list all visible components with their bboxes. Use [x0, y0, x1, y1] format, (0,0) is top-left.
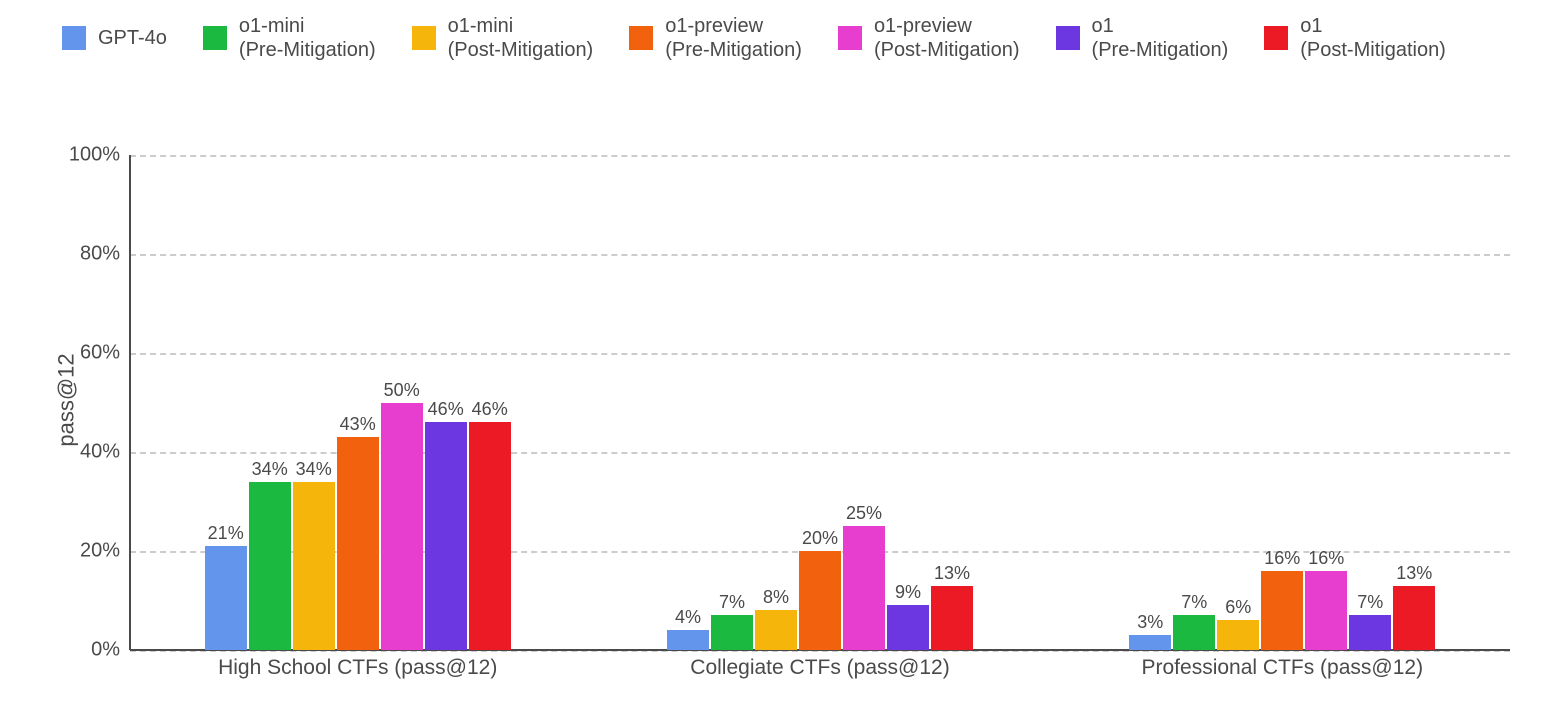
- legend-item-GPT-4o: GPT-4o: [62, 14, 167, 62]
- legend-item-o1-post: o1 (Post-Mitigation): [1264, 14, 1446, 62]
- legend-item-o1-mini-pre: o1-mini (Pre-Mitigation): [203, 14, 376, 62]
- bar-label: 8%: [763, 587, 789, 608]
- legend-label: o1-preview (Post-Mitigation): [874, 14, 1020, 62]
- bar-o1-pre: 7%: [1349, 615, 1391, 650]
- bar-label: 7%: [1357, 592, 1383, 613]
- bar-label: 34%: [296, 459, 332, 480]
- bar-label: 16%: [1264, 548, 1300, 569]
- legend-item-o1-preview-pre: o1-preview (Pre-Mitigation): [629, 14, 802, 62]
- bar-o1-preview-pre: 43%: [337, 437, 379, 650]
- bar-o1-preview-pre: 20%: [799, 551, 841, 650]
- legend: GPT-4o o1-mini (Pre-Mitigation) o1-mini (P…: [62, 14, 1482, 68]
- bar-o1-preview-post: 25%: [843, 526, 885, 650]
- bar-GPT-4o: 3%: [1129, 635, 1171, 650]
- legend-label: o1 (Post-Mitigation): [1300, 14, 1446, 62]
- bar-label: 6%: [1225, 597, 1251, 618]
- bar-o1-post: 13%: [1393, 586, 1435, 650]
- y-tick-label: 40%: [80, 441, 120, 464]
- legend-label: o1-mini (Pre-Mitigation): [239, 14, 376, 62]
- bar-label: 13%: [1396, 563, 1432, 584]
- bar-label: 4%: [675, 607, 701, 628]
- bar-label: 46%: [472, 399, 508, 420]
- bar-label: 7%: [719, 592, 745, 613]
- bar-o1-preview-post: 16%: [1305, 571, 1347, 650]
- bar-o1-mini-post: 34%: [293, 482, 335, 650]
- grid-line: [130, 254, 1510, 256]
- plot-area: 0%20%40%60%80%100%High School CTFs (pass…: [130, 155, 1510, 650]
- bar-o1-mini-pre: 7%: [1173, 615, 1215, 650]
- legend-swatch: [62, 26, 86, 50]
- x-tick-label: High School CTFs (pass@12): [218, 656, 497, 680]
- bar-o1-mini-post: 6%: [1217, 620, 1259, 650]
- bar-o1-mini-post: 8%: [755, 610, 797, 650]
- bar-label: 13%: [934, 563, 970, 584]
- bar-o1-post: 13%: [931, 586, 973, 650]
- bar-label: 3%: [1137, 612, 1163, 633]
- legend-label: o1-preview (Pre-Mitigation): [665, 14, 802, 62]
- bar-label: 34%: [252, 459, 288, 480]
- bar-GPT-4o: 4%: [667, 630, 709, 650]
- y-axis-line: [129, 155, 131, 650]
- bar-o1-mini-pre: 34%: [249, 482, 291, 650]
- grid-line: [130, 353, 1510, 355]
- bar-label: 16%: [1308, 548, 1344, 569]
- bar-o1-mini-pre: 7%: [711, 615, 753, 650]
- bar-o1-preview-post: 50%: [381, 403, 423, 651]
- legend-swatch: [1264, 26, 1288, 50]
- legend-swatch: [838, 26, 862, 50]
- bar-label: 43%: [340, 414, 376, 435]
- y-tick-label: 60%: [80, 342, 120, 365]
- y-axis-label: pass@12: [54, 353, 80, 446]
- y-tick-label: 20%: [80, 540, 120, 563]
- legend-swatch: [412, 26, 436, 50]
- bar-label: 25%: [846, 503, 882, 524]
- legend-label: GPT-4o: [98, 26, 167, 50]
- bar-o1-post: 46%: [469, 422, 511, 650]
- legend-label: o1-mini (Post-Mitigation): [448, 14, 594, 62]
- y-tick-label: 100%: [69, 144, 120, 167]
- x-tick-label: Collegiate CTFs (pass@12): [690, 656, 949, 680]
- y-tick-label: 80%: [80, 243, 120, 266]
- x-tick-label: Professional CTFs (pass@12): [1142, 656, 1424, 680]
- y-tick-label: 0%: [91, 639, 120, 662]
- legend-item-o1-mini-post: o1-mini (Post-Mitigation): [412, 14, 594, 62]
- bar-label: 9%: [895, 582, 921, 603]
- bar-o1-pre: 46%: [425, 422, 467, 650]
- legend-swatch: [203, 26, 227, 50]
- bar-o1-pre: 9%: [887, 605, 929, 650]
- bar-label: 7%: [1181, 592, 1207, 613]
- bar-label: 50%: [384, 380, 420, 401]
- chart-container: GPT-4o o1-mini (Pre-Mitigation) o1-mini (P…: [0, 0, 1544, 702]
- grid-line: [130, 155, 1510, 157]
- legend-label: o1 (Pre-Mitigation): [1092, 14, 1229, 62]
- bar-GPT-4o: 21%: [205, 546, 247, 650]
- legend-swatch: [1056, 26, 1080, 50]
- bar-label: 20%: [802, 528, 838, 549]
- legend-swatch: [629, 26, 653, 50]
- bar-label: 46%: [428, 399, 464, 420]
- legend-item-o1-preview-post: o1-preview (Post-Mitigation): [838, 14, 1020, 62]
- bar-o1-preview-pre: 16%: [1261, 571, 1303, 650]
- bar-label: 21%: [208, 523, 244, 544]
- legend-item-o1-pre: o1 (Pre-Mitigation): [1056, 14, 1229, 62]
